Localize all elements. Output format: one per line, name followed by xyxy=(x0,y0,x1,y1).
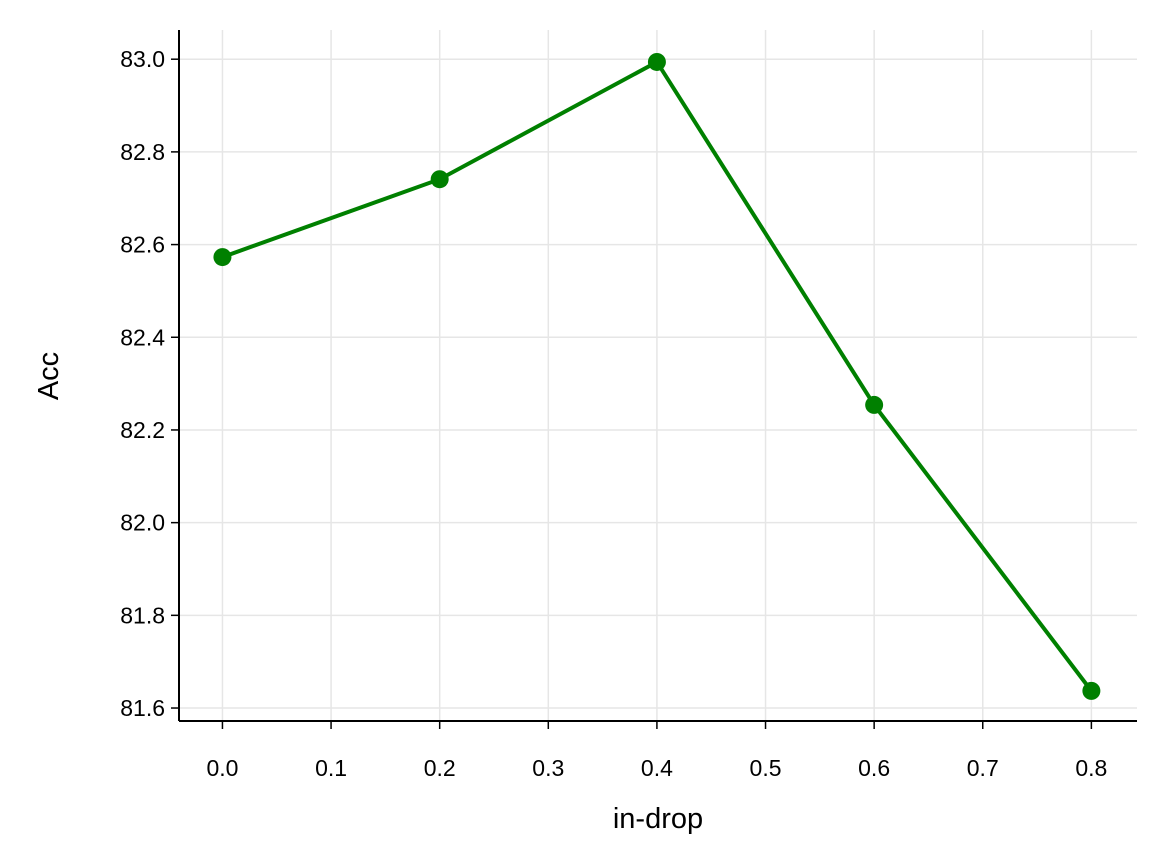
x-tick-label: 0.8 xyxy=(1075,755,1107,781)
marker xyxy=(430,170,449,189)
x-tick-label: 0.6 xyxy=(858,755,890,781)
x-tick-label: 0.1 xyxy=(315,755,347,781)
x-tick-label: 0.3 xyxy=(532,755,564,781)
y-tick-label: 82.4 xyxy=(120,324,165,350)
y-axis-label: Acc xyxy=(33,352,65,400)
marker xyxy=(1082,681,1101,700)
y-tick-label: 82.0 xyxy=(120,510,165,536)
y-tick-label: 83.0 xyxy=(120,46,165,72)
x-axis-label: in-drop xyxy=(613,803,703,835)
x-tick-label: 0.4 xyxy=(641,755,673,781)
marker xyxy=(647,52,666,71)
x-tick-label: 0.7 xyxy=(967,755,999,781)
x-tick-label: 0.5 xyxy=(750,755,782,781)
x-tick-label: 0.2 xyxy=(424,755,456,781)
marker xyxy=(213,248,232,267)
y-tick-label: 82.6 xyxy=(120,232,165,258)
y-tick-label: 81.6 xyxy=(120,695,165,721)
y-tick-label: 82.2 xyxy=(120,417,165,443)
y-tick-label: 81.8 xyxy=(120,602,165,628)
marker xyxy=(865,395,884,414)
y-tick-label: 82.8 xyxy=(120,139,165,165)
x-tick-label: 0.0 xyxy=(206,755,238,781)
